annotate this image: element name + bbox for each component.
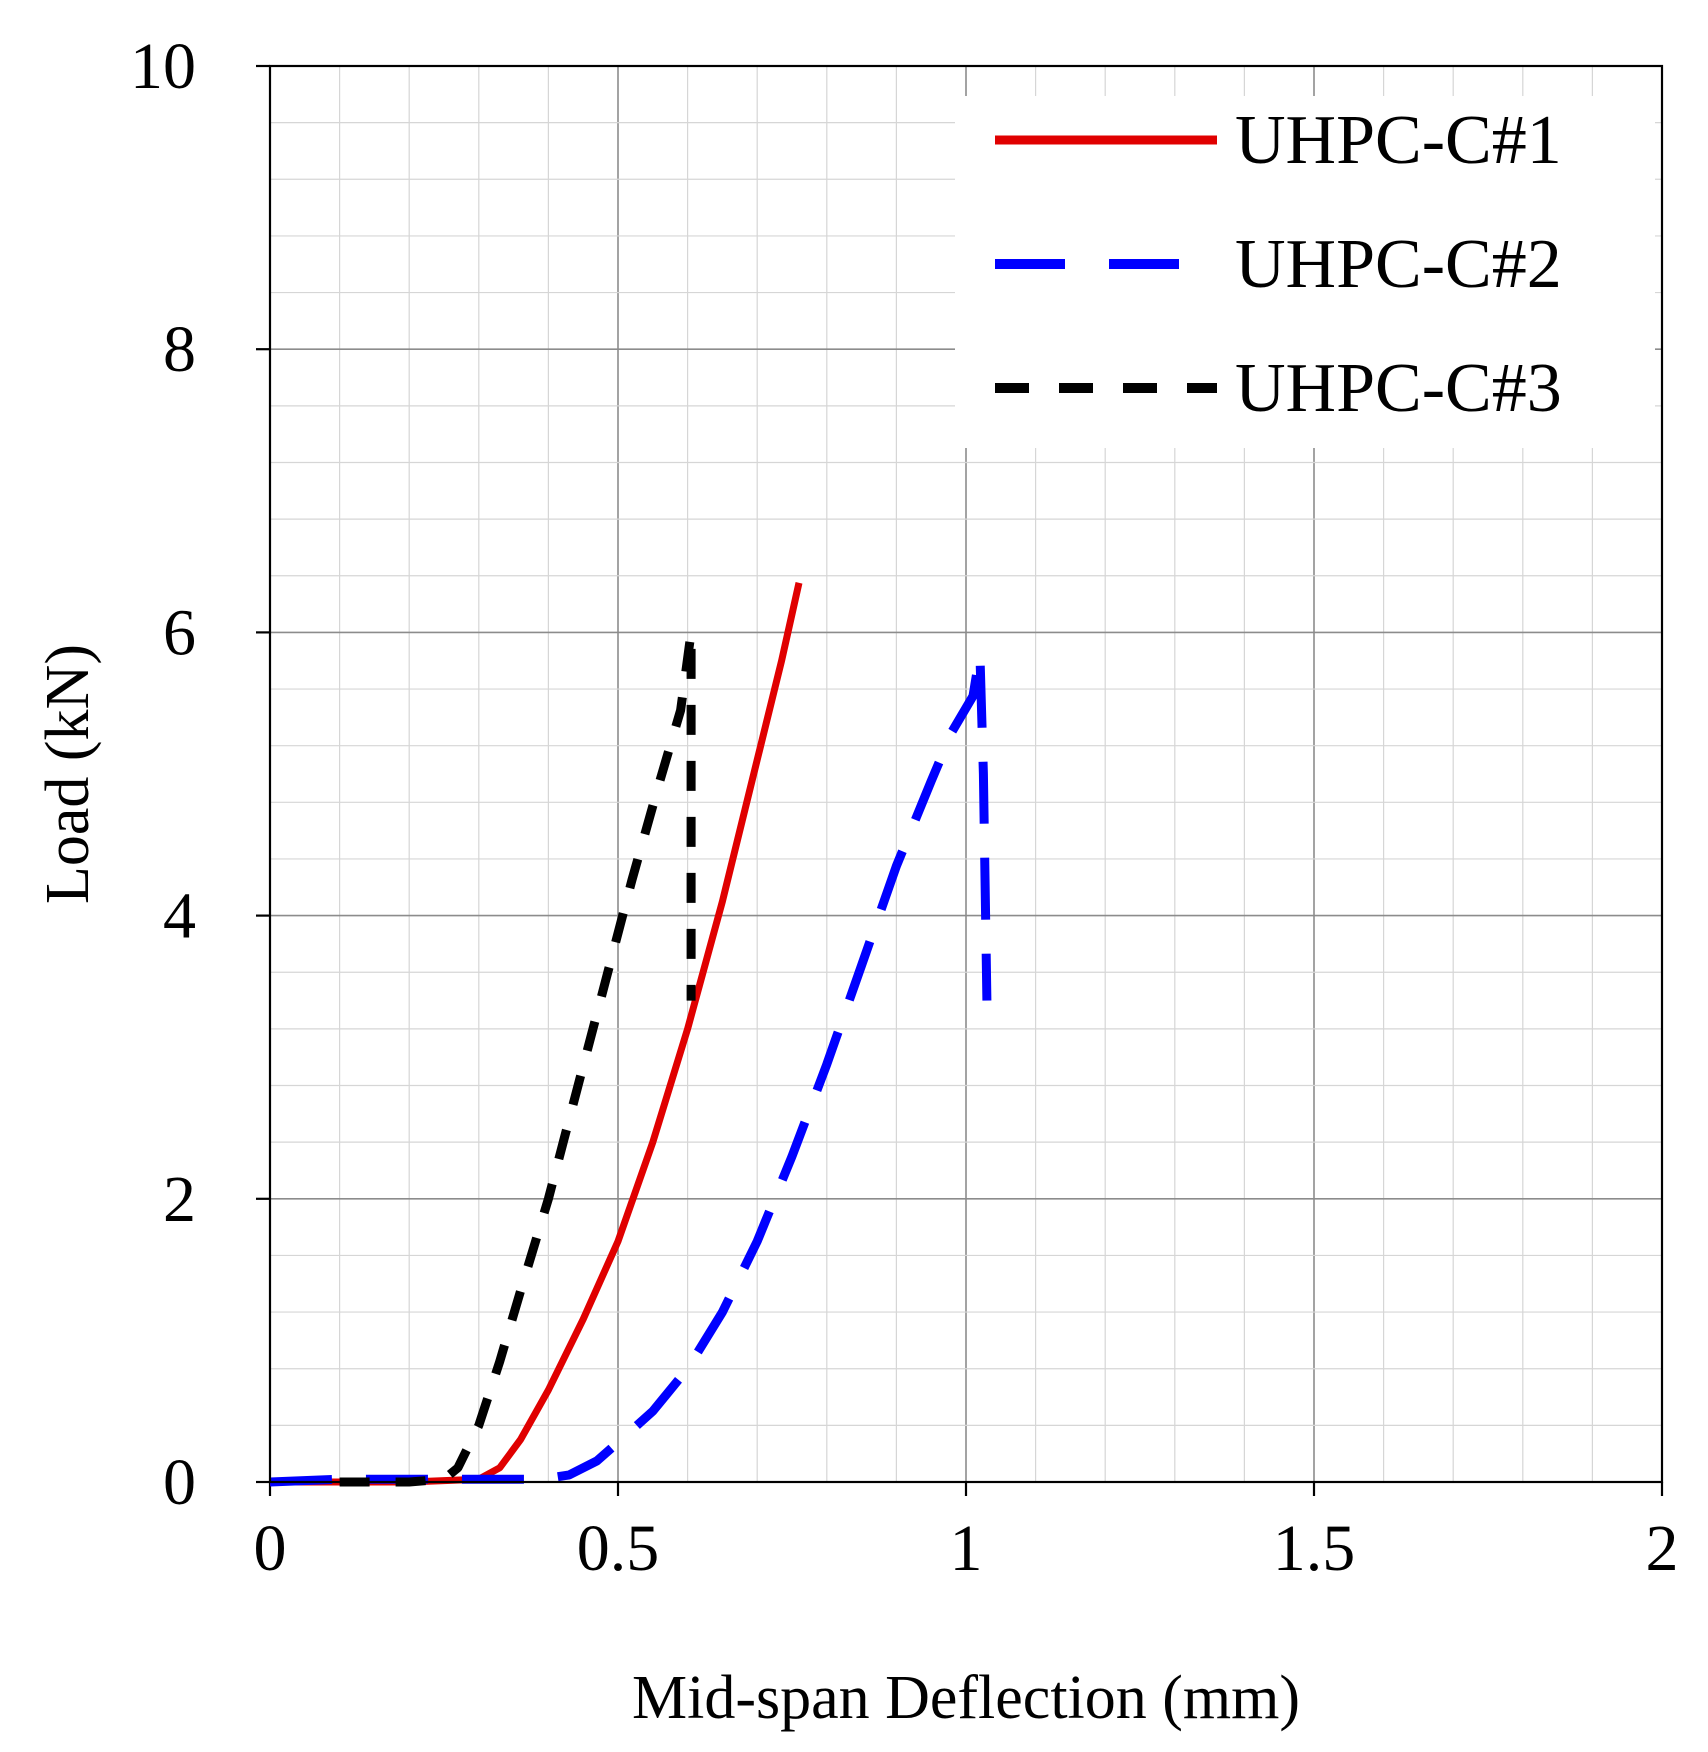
x-tick-label: 0 bbox=[254, 1512, 287, 1585]
y-axis-title: Load (kN) bbox=[34, 644, 102, 904]
legend-label-uhpc-c1: UHPC-C#1 bbox=[1235, 102, 1562, 179]
series-line-1 bbox=[270, 582, 803, 1486]
y-tick-label: 2 bbox=[163, 1163, 196, 1236]
series-line-3 bbox=[339, 627, 696, 1487]
series-line-2 bbox=[269, 649, 992, 1487]
legend-label-uhpc-c3: UHPC-C#3 bbox=[1235, 350, 1562, 427]
x-tick-label: 1 bbox=[950, 1512, 983, 1585]
series-layer bbox=[269, 582, 992, 1487]
plot-frame bbox=[268, 64, 1664, 1484]
x-tick-label: 2 bbox=[1646, 1512, 1679, 1585]
y-tick-label: 8 bbox=[163, 313, 196, 386]
legend: UHPC-C#1 UHPC-C#2 UHPC-C#3 bbox=[955, 96, 1655, 448]
x-axis-title: Mid-span Deflection (mm) bbox=[632, 1664, 1300, 1732]
x-tick-label: 1.5 bbox=[1273, 1512, 1356, 1585]
x-tick-label: 0.5 bbox=[577, 1512, 660, 1585]
y-tick-label: 4 bbox=[163, 880, 196, 953]
y-tick-label: 10 bbox=[130, 30, 196, 103]
y-tick-label: 6 bbox=[163, 596, 196, 669]
y-tick-label: 0 bbox=[163, 1446, 196, 1519]
ticks bbox=[256, 64, 1664, 1496]
legend-label-uhpc-c2: UHPC-C#2 bbox=[1235, 226, 1562, 303]
tick-labels: 0 0.5 1 1.5 2 0 2 4 6 8 10 bbox=[130, 30, 1679, 1585]
